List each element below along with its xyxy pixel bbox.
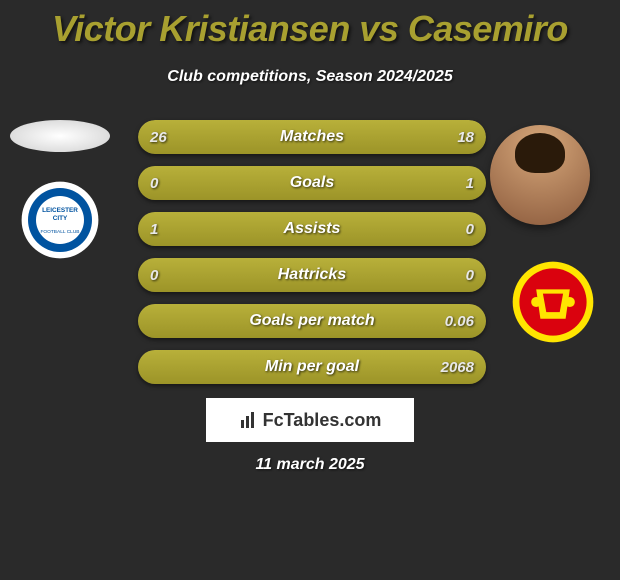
stat-row: Goals per match0.06: [138, 304, 486, 338]
stat-value-right: 1: [466, 166, 474, 200]
stat-row: 0Goals1: [138, 166, 486, 200]
stat-label: Hattricks: [138, 258, 486, 292]
date-label: 11 march 2025: [0, 456, 620, 474]
stat-label: Min per goal: [138, 350, 486, 384]
stat-label: Assists: [138, 212, 486, 246]
stat-label: Matches: [138, 120, 486, 154]
watermark-text: FcTables.com: [263, 410, 382, 431]
player2-club-badge: [511, 260, 595, 344]
svg-text:LEICESTER: LEICESTER: [42, 207, 78, 214]
stat-label: Goals: [138, 166, 486, 200]
subtitle: Club competitions, Season 2024/2025: [0, 68, 620, 86]
svg-text:CITY: CITY: [53, 215, 68, 222]
page-title: Victor Kristiansen vs Casemiro: [0, 0, 620, 50]
comparison-infographic: Victor Kristiansen vs Casemiro Club comp…: [0, 0, 620, 580]
player2-photo: [490, 125, 590, 225]
stat-value-right: 2068: [441, 350, 474, 384]
stat-value-right: 18: [457, 120, 474, 154]
player1-photo: [10, 120, 110, 152]
stat-row: 1Assists0: [138, 212, 486, 246]
stat-row: Min per goal2068: [138, 350, 486, 384]
watermark: FcTables.com: [206, 398, 414, 442]
svg-text:FOOTBALL CLUB: FOOTBALL CLUB: [40, 229, 79, 235]
stats-bars: 26Matches180Goals11Assists00Hattricks0Go…: [138, 120, 486, 396]
stat-value-right: 0: [466, 212, 474, 246]
stat-row: 26Matches18: [138, 120, 486, 154]
stat-label: Goals per match: [138, 304, 486, 338]
stat-row: 0Hattricks0: [138, 258, 486, 292]
stat-value-right: 0: [466, 258, 474, 292]
stat-value-right: 0.06: [445, 304, 474, 338]
player1-club-badge: LEICESTER CITY FOOTBALL CLUB: [20, 180, 100, 260]
